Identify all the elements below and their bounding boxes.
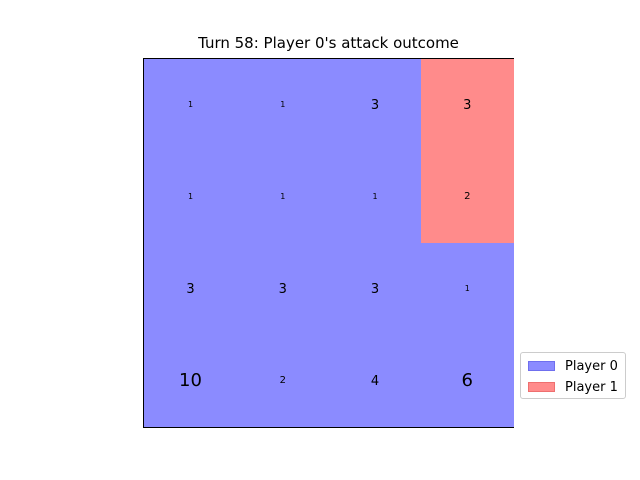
troop-count: 3 [463, 97, 472, 113]
board-cell-r3-c2[interactable]: 4 [328, 335, 422, 427]
board-cell-r2-c3[interactable]: 1 [420, 243, 514, 335]
troop-count: 3 [186, 281, 195, 297]
troop-count: 2 [279, 375, 286, 386]
board-cell-r0-c2[interactable]: 3 [328, 59, 422, 151]
board-cell-r0-c0[interactable]: 1 [144, 59, 237, 151]
troop-count: 2 [464, 191, 471, 202]
game-board: 1 1 3 3 1 1 1 2 3 3 3 1 10 2 4 6 [143, 58, 514, 428]
legend-label-player-0: Player 0 [565, 358, 618, 374]
board-cell-r1-c3[interactable]: 2 [420, 151, 514, 243]
board-cell-r2-c2[interactable]: 3 [328, 243, 422, 335]
board-cell-r0-c3[interactable]: 3 [420, 59, 514, 151]
legend: Player 0 Player 1 [520, 352, 626, 399]
player-1-swatch [528, 382, 555, 392]
board-cell-r3-c3[interactable]: 6 [420, 335, 514, 427]
troop-count: 1 [187, 192, 194, 201]
board-cell-r2-c0[interactable]: 3 [144, 243, 237, 335]
troop-count: 10 [179, 370, 202, 391]
board-cell-r3-c1[interactable]: 2 [236, 335, 330, 427]
troop-count: 3 [278, 281, 287, 297]
board-cell-r1-c1[interactable]: 1 [236, 151, 330, 243]
legend-item-player-0: Player 0 [528, 358, 618, 374]
troop-count: 1 [372, 192, 378, 201]
troop-count: 6 [461, 370, 473, 391]
troop-count: 1 [280, 192, 286, 201]
board-cell-r3-c0[interactable]: 10 [144, 335, 237, 427]
legend-label-player-1: Player 1 [565, 379, 618, 395]
troop-count: 1 [187, 100, 194, 109]
board-cell-r0-c1[interactable]: 1 [236, 59, 330, 151]
legend-item-player-1: Player 1 [528, 379, 618, 395]
troop-count: 3 [370, 97, 380, 113]
board-cell-r2-c1[interactable]: 3 [236, 243, 330, 335]
board-cell-r1-c0[interactable]: 1 [144, 151, 237, 243]
troop-count: 1 [464, 284, 470, 293]
turn-title: Turn 58: Player 0's attack outcome [198, 34, 459, 52]
board-cell-r1-c2[interactable]: 1 [328, 151, 422, 243]
troop-count: 4 [370, 373, 380, 389]
troop-count: 3 [370, 281, 380, 297]
player-0-swatch [528, 361, 555, 371]
troop-count: 1 [280, 100, 286, 109]
